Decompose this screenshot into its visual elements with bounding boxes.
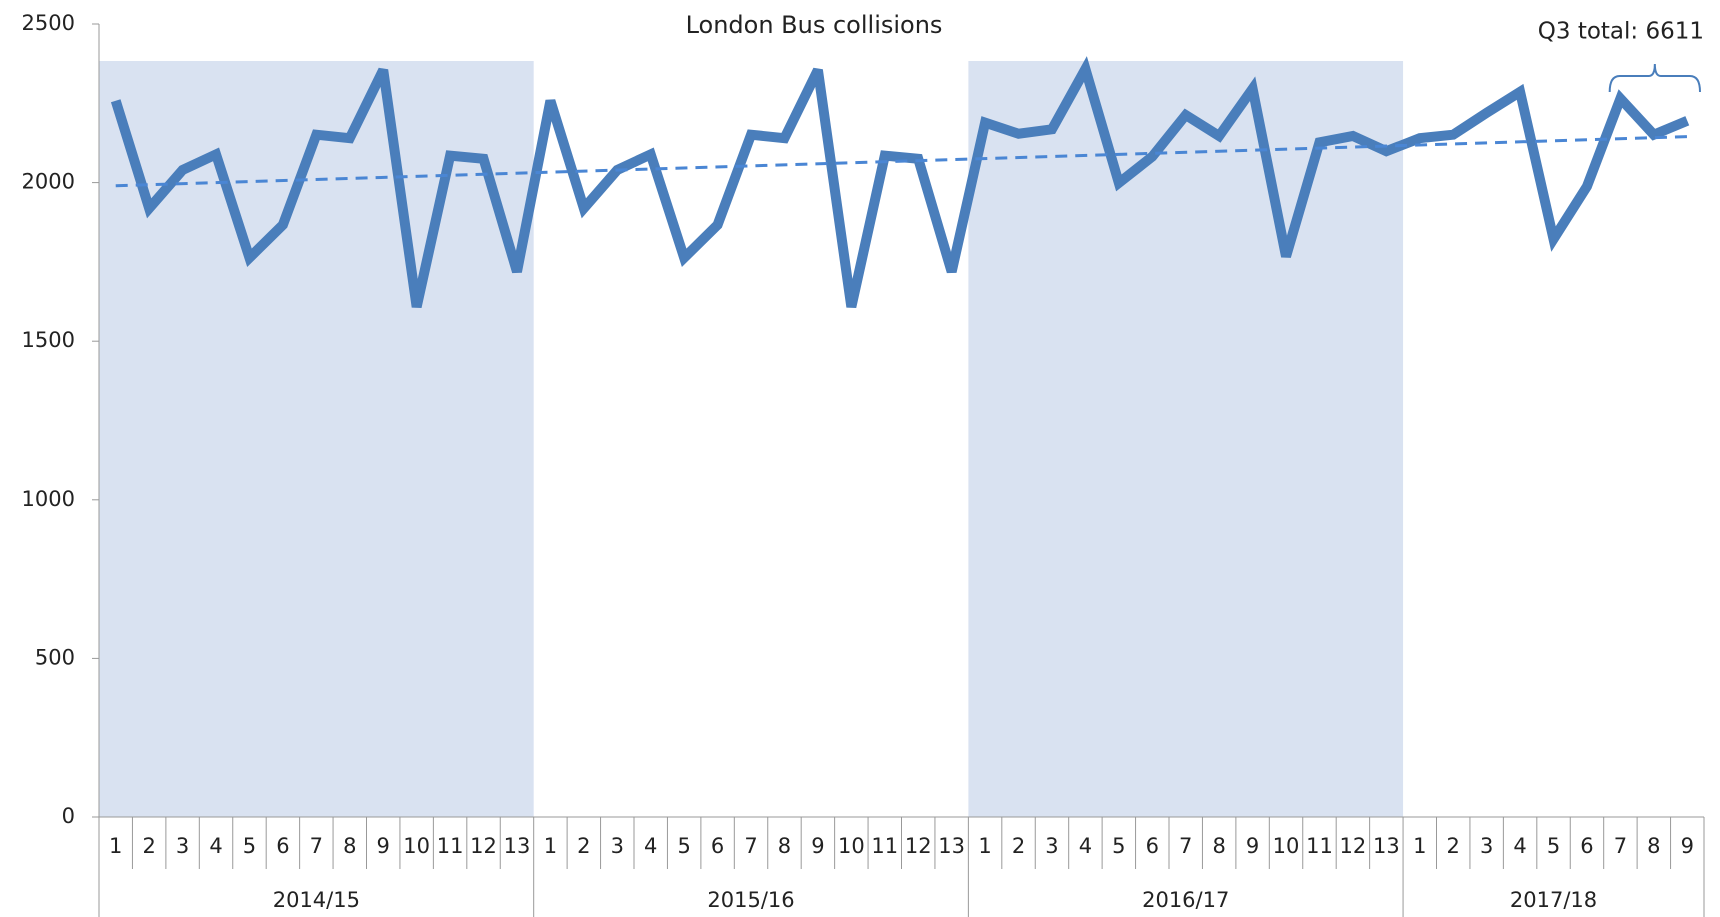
- x-tick-label: 8: [778, 834, 791, 858]
- x-tick-label: 8: [1647, 834, 1660, 858]
- y-tick-label: 2000: [22, 170, 75, 194]
- x-tick-label: 1: [1413, 834, 1426, 858]
- annotation-bracket: [1608, 63, 1701, 93]
- x-tick-label: 3: [176, 834, 189, 858]
- trend-line: [115, 135, 1688, 188]
- x-tick-label: 9: [811, 834, 824, 858]
- y-tick-label: 1000: [22, 487, 75, 511]
- x-tick-label: 6: [711, 834, 724, 858]
- x-tick-label: 12: [470, 834, 497, 858]
- x-tick-label: 13: [938, 834, 965, 858]
- x-tick-label: 4: [1513, 834, 1526, 858]
- chart-title: London Bus collisions: [686, 11, 943, 39]
- x-tick-label: 10: [1273, 834, 1300, 858]
- x-tick-label: 4: [209, 834, 222, 858]
- x-tick-label: 5: [1112, 834, 1125, 858]
- x-tick-label: 9: [1246, 834, 1259, 858]
- x-tick-label: 11: [437, 834, 464, 858]
- annotation: Q3 total: 6611: [1538, 19, 1704, 45]
- shaded-band: [968, 61, 1404, 817]
- x-tick-label: 5: [677, 834, 690, 858]
- x-tick-label: 11: [1306, 834, 1333, 858]
- x-tick-label: 7: [1614, 834, 1627, 858]
- x-tick-label: 9: [377, 834, 390, 858]
- y-tick-label: 0: [62, 804, 75, 828]
- y-tick-label: 500: [35, 645, 75, 669]
- x-tick-label: 4: [644, 834, 657, 858]
- x-tick-label: 8: [1212, 834, 1225, 858]
- x-tick-label: 9: [1681, 834, 1694, 858]
- x-tick-label: 2: [1012, 834, 1025, 858]
- x-tick-label: 1: [544, 834, 557, 858]
- x-tick-label: 7: [744, 834, 757, 858]
- x-tick-label: 13: [1373, 834, 1400, 858]
- group-label: 2016/17: [1142, 888, 1229, 912]
- x-tick-label: 8: [343, 834, 356, 858]
- x-tick-label: 2: [1447, 834, 1460, 858]
- x-tick-label: 6: [1146, 834, 1159, 858]
- group-label: 2014/15: [273, 888, 360, 912]
- x-tick-label: 5: [1547, 834, 1560, 858]
- x-tick-label: 7: [310, 834, 323, 858]
- x-tick-label: 7: [1179, 834, 1192, 858]
- x-tick-label: 12: [1340, 834, 1367, 858]
- x-tick-label: 10: [838, 834, 865, 858]
- x-tick-label: 2: [142, 834, 155, 858]
- shaded-band: [99, 61, 534, 817]
- group-label: 2017/18: [1510, 888, 1597, 912]
- y-tick-label: 1500: [22, 328, 75, 352]
- x-tick-label: 2: [577, 834, 590, 858]
- x-tick-label: 1: [978, 834, 991, 858]
- x-tick-label: 10: [403, 834, 430, 858]
- x-tick-label: 3: [1045, 834, 1058, 858]
- x-tick-label: 11: [871, 834, 898, 858]
- x-tick-label: 6: [1580, 834, 1593, 858]
- group-label: 2015/16: [707, 888, 794, 912]
- x-tick-label: 6: [276, 834, 289, 858]
- x-tick-label: 3: [1480, 834, 1493, 858]
- data-line: [110, 56, 1690, 309]
- x-tick-label: 4: [1079, 834, 1092, 858]
- x-tick-label: 12: [905, 834, 932, 858]
- x-tick-label: 1: [109, 834, 122, 858]
- x-tick-label: 13: [504, 834, 531, 858]
- x-tick-label: 3: [611, 834, 624, 858]
- y-tick-label: 2500: [22, 11, 75, 35]
- x-tick-label: 5: [243, 834, 256, 858]
